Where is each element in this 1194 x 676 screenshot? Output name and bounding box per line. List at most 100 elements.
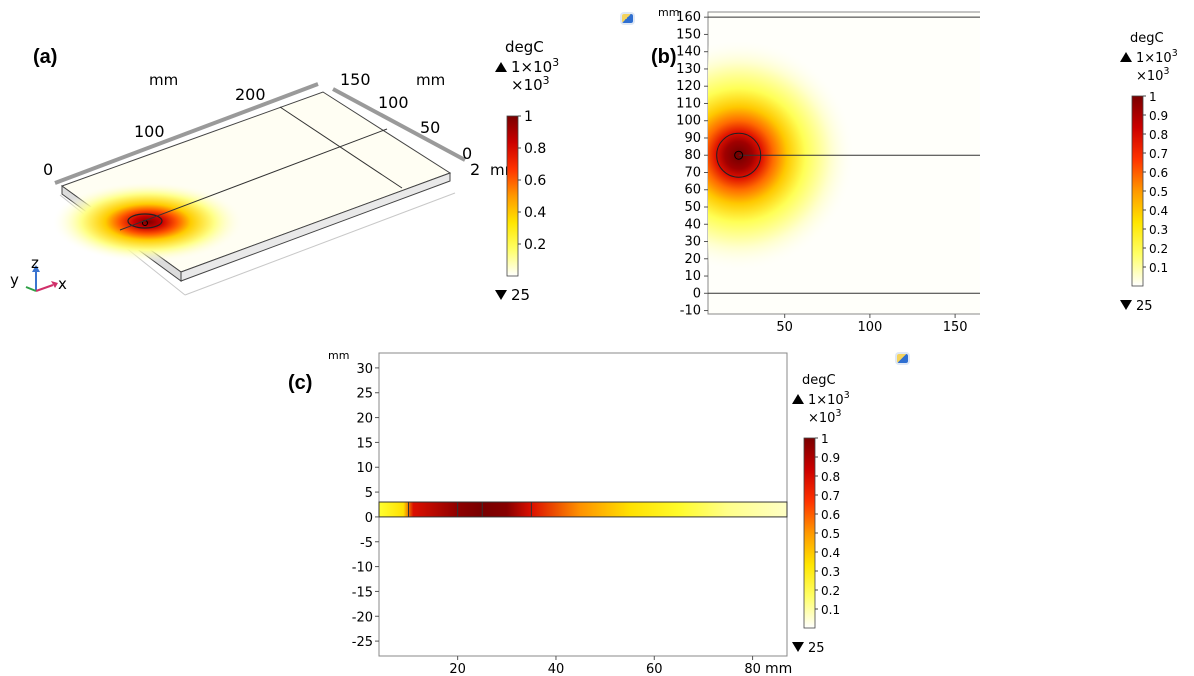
colorbar-tick-label: 0.5: [821, 527, 840, 541]
panel-b-ytick-label: 80: [684, 148, 701, 163]
panel-c-xtick-label: 80: [744, 662, 761, 676]
panel-a-frame-x: [54, 82, 319, 185]
colorbar-gradient: [506, 115, 519, 277]
colorbar-tick-label: 0.2: [524, 237, 546, 253]
panel-a-partition: [279, 106, 403, 189]
panel-a-frame-y: [332, 87, 466, 162]
colorbar-tick-label: 0.8: [524, 141, 546, 157]
panel-b-ytick-label: 60: [684, 183, 701, 198]
colorbar-unit: degC: [802, 373, 836, 388]
colorbar-tick-label: 0.8: [1149, 128, 1168, 142]
colorbar-max-label: 1×103: [1136, 48, 1178, 66]
colorbar-tick-label: 1: [821, 432, 829, 446]
panel-a-xunit: mm: [149, 71, 178, 89]
panel-b-nozzle-center: [734, 150, 744, 160]
panel-b-ytick-label: 40: [684, 217, 701, 232]
min-triangle-icon: [1120, 300, 1132, 310]
colorbar-tick-label: 0.6: [1149, 166, 1168, 180]
panel-c-xtick-label: 40: [548, 662, 565, 676]
panel-a-xtick: 200: [235, 85, 266, 104]
colorbar-b: degC 1×103 ×103 1 0.9 0.8 0.7 0.6 0.5 0.4 0.3 0.2 0.…: [1118, 30, 1194, 320]
panel-b-ytick-label: 160: [676, 10, 701, 25]
window-icon: [622, 14, 633, 23]
panel-b-ytick-label: 0: [693, 286, 701, 301]
svg-text:y: y: [10, 271, 19, 289]
panel-c-ytick-label: -20: [352, 610, 373, 625]
panel-label-c: (c): [288, 372, 313, 394]
colorbar-tick-label: 0.1: [1149, 261, 1168, 275]
panel-c-ytick-label: 15: [356, 436, 373, 451]
panel-b-ytick-label: 50: [684, 200, 701, 215]
panel-c-xtick-label: 20: [449, 662, 466, 676]
panel-c-ytick-label: -15: [352, 585, 373, 600]
colorbar-tick-label: 0.3: [1149, 223, 1168, 237]
colorbar-c: degC 1×103 ×103 1 0.9 0.8 0.7 0.6 0.5 0.4 0.3 0.2 0.…: [792, 372, 882, 662]
colorbar-tick-label: 0.8: [821, 470, 840, 484]
panel-c-ytick-label: 5: [365, 486, 373, 501]
window-icon: [897, 354, 908, 363]
panel-a-ytick: 50: [420, 118, 440, 137]
panel-b-xtick-label: 150: [943, 320, 968, 335]
panel-a-midline: [119, 128, 388, 231]
colorbar-tick-label: 1: [1149, 90, 1157, 104]
panel-c-xtick-label: 60: [646, 662, 663, 676]
colorbar-max-label: 1×103: [511, 56, 559, 76]
colorbar-tick-label: 0.2: [1149, 242, 1168, 256]
panel-c-ytick-label: -10: [352, 561, 373, 576]
colorbar-tick-label: 0.6: [524, 173, 546, 189]
colorbar-tick-label: 0.5: [1149, 185, 1168, 199]
colorbar-max-label: 1×103: [808, 390, 850, 408]
panel-c-ytick-label: 0: [365, 511, 373, 526]
panel-c-ytick-label: 20: [356, 412, 373, 427]
panel-b-ytick-label: 130: [676, 62, 701, 77]
panel-b-yunit: mm: [658, 6, 679, 19]
colorbar-tick-label: 0.4: [821, 546, 840, 560]
colorbar-multiplier: ×103: [808, 408, 841, 426]
panel-a-nozzle-ring: [127, 213, 163, 229]
panel-b-ytick-label: 10: [684, 269, 701, 284]
panel-a-ytick: 0: [462, 144, 472, 163]
svg-text:z: z: [31, 254, 39, 272]
panel-label-a: (a): [33, 46, 58, 68]
colorbar-a: degC 1×103 ×103 1 0.8 0.6 0.4 0.2 25: [495, 38, 595, 315]
max-triangle-icon: [1120, 52, 1132, 62]
panel-c-ytick-label: 10: [356, 461, 373, 476]
min-triangle-icon: [495, 290, 507, 300]
colorbar-unit: degC: [505, 40, 544, 56]
panel-c-strip: [378, 501, 788, 518]
svg-text:x: x: [58, 275, 67, 293]
colorbar-gradient: [1131, 95, 1144, 287]
colorbar-tick-label: 0.2: [821, 584, 840, 598]
panel-b-heatmap: -10 0 10 20 30 40 50 60 70 80 90 100 110 120 130 140 150…: [658, 6, 980, 335]
max-triangle-icon: [792, 394, 804, 404]
panel-b-ytick-label: 20: [684, 252, 701, 267]
panel-b-ytick-label: 120: [676, 79, 701, 94]
panel-a-ztick: 2: [470, 160, 480, 179]
panel-b-ytick-label: 150: [676, 27, 701, 42]
panel-a-3d-plot: 0 100 200 mm 150 100 50 0 mm 2 mm z y x: [10, 70, 519, 296]
colorbar-tick-label: 0.7: [821, 489, 840, 503]
colorbar-unit: degC: [1130, 31, 1164, 46]
colorbar-tick-label: 0.4: [1149, 204, 1168, 218]
panel-a-plate-front: [180, 172, 451, 282]
panel-label-b: (b): [651, 46, 677, 68]
colorbar-tick-label: 0.3: [821, 565, 840, 579]
colorbar-gradient: [803, 437, 816, 629]
panel-b-xtick-label: 100: [857, 320, 882, 335]
colorbar-min-label: 25: [1136, 299, 1153, 314]
axis-triad-icon: z y x: [10, 254, 67, 293]
max-triangle-icon: [495, 62, 507, 72]
panel-b-ytick-label: 30: [684, 235, 701, 250]
panel-b-nozzle-ring: [716, 132, 762, 178]
colorbar-tick-label: 0.7: [1149, 147, 1168, 161]
colorbar-min-label: 25: [808, 641, 825, 656]
panel-a-yunit: mm: [416, 71, 445, 89]
panel-b-ytick-label: 140: [676, 45, 701, 60]
panel-a-xtick: 0: [43, 160, 53, 179]
panel-b-ytick-label: -10: [680, 304, 701, 319]
panel-a-xtick: 100: [134, 122, 165, 141]
panel-b-ytick-label: 100: [676, 114, 701, 129]
panel-b-ytick-label: 110: [676, 96, 701, 111]
colorbar-tick-label: 0.4: [524, 205, 546, 221]
panel-a-heat-spot: [53, 182, 243, 262]
